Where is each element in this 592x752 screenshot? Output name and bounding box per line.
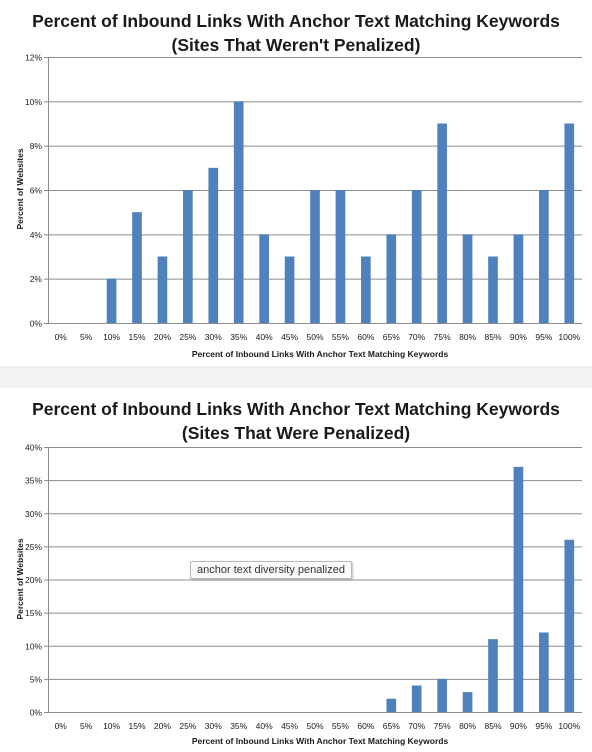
y-tick-label: 20% bbox=[25, 575, 42, 585]
bar bbox=[386, 234, 397, 323]
x-tick-label: 0% bbox=[55, 332, 68, 342]
y-tick-label: 5% bbox=[30, 674, 43, 684]
bar-chart-not-penalized: 0% 2% 4% 6% 8% 10% 12% 0% 5% 10% 15% 20% 25% 30% 35% 40… bbox=[25, 53, 582, 342]
bar bbox=[310, 190, 320, 323]
y-tick-label: 25% bbox=[25, 542, 42, 552]
x-tick-label: 65% bbox=[383, 721, 400, 731]
x-tick-label: 70% bbox=[408, 332, 425, 342]
x-tick-label: 55% bbox=[332, 332, 349, 342]
y-tick-label: 0% bbox=[30, 708, 43, 718]
y-tick-label: 10% bbox=[25, 97, 42, 107]
x-tick-label: 50% bbox=[306, 332, 323, 342]
y-tick-label: 12% bbox=[25, 53, 42, 63]
bar bbox=[513, 234, 524, 323]
bar bbox=[411, 190, 422, 323]
bar bbox=[233, 101, 244, 323]
chart-title-line-1: Percent of Inbound Links With Anchor Tex… bbox=[32, 399, 560, 419]
bar bbox=[437, 678, 447, 712]
bar bbox=[411, 685, 422, 712]
y-tick-label: 15% bbox=[25, 608, 42, 618]
x-tick-label: 15% bbox=[128, 332, 145, 342]
bar bbox=[386, 698, 397, 712]
chart-title-line-2: (Sites That Were Penalized) bbox=[181, 423, 411, 443]
x-tick-label: 5% bbox=[80, 721, 93, 731]
y-tick-label: 30% bbox=[25, 509, 42, 519]
bar bbox=[284, 256, 295, 323]
x-tick-label: 0% bbox=[55, 721, 68, 731]
x-tick-label: 15% bbox=[128, 721, 145, 731]
bar bbox=[539, 190, 549, 323]
x-tick-label: 45% bbox=[281, 332, 298, 342]
bar bbox=[462, 692, 473, 712]
x-tick-label: 80% bbox=[459, 332, 476, 342]
x-tick-label: 100% bbox=[558, 332, 580, 342]
x-tick-label: 90% bbox=[510, 332, 527, 342]
x-tick-label: 90% bbox=[510, 721, 527, 731]
x-tick-label: 100% bbox=[558, 721, 580, 731]
x-axis-label: Percent of Inbound Links With Anchor Tex… bbox=[191, 349, 449, 359]
x-tick-label: 60% bbox=[357, 721, 374, 731]
x-tick-label: 60% bbox=[357, 332, 374, 342]
y-tick-label: 0% bbox=[30, 319, 43, 329]
bar bbox=[132, 212, 142, 323]
x-tick-label: 25% bbox=[179, 332, 196, 342]
annotation-callout: anchor text diversity penalized bbox=[190, 561, 352, 579]
bar bbox=[183, 190, 193, 323]
x-tick-label: 20% bbox=[154, 721, 171, 731]
x-tick-label: 5% bbox=[80, 332, 93, 342]
x-tick-label: 50% bbox=[306, 721, 323, 731]
bar bbox=[539, 632, 549, 712]
x-tick-label: 95% bbox=[535, 721, 552, 731]
bar bbox=[564, 123, 575, 323]
chart-panel-penalized: Percent of Inbound Links With Anchor Tex… bbox=[0, 388, 592, 752]
x-tick-label: 40% bbox=[256, 332, 273, 342]
bar bbox=[564, 539, 575, 712]
bar bbox=[361, 256, 371, 323]
bar-chart-penalized: 0% 5% 10% 15% 20% 25% 30% 35% 40% 0% 5% 10% 15% 20% 25… bbox=[25, 443, 582, 731]
x-tick-label: 80% bbox=[459, 721, 476, 731]
x-tick-label: 85% bbox=[484, 721, 501, 731]
chart-title-line-2: (Sites That Weren't Penalized) bbox=[171, 35, 421, 55]
x-tick-label: 85% bbox=[484, 332, 501, 342]
x-tick-label: 95% bbox=[535, 332, 552, 342]
x-tick-label: 10% bbox=[103, 721, 120, 731]
x-tick-label: 20% bbox=[154, 332, 171, 342]
y-tick-label: 40% bbox=[25, 443, 42, 453]
x-tick-label: 45% bbox=[281, 721, 298, 731]
y-tick-label: 4% bbox=[30, 230, 43, 240]
x-tick-label: 30% bbox=[205, 332, 222, 342]
x-tick-label: 10% bbox=[103, 332, 120, 342]
y-tick-label: 10% bbox=[25, 641, 42, 651]
bar bbox=[488, 256, 498, 323]
bar bbox=[208, 167, 219, 323]
bar bbox=[462, 234, 473, 323]
x-tick-label: 35% bbox=[230, 332, 247, 342]
bar bbox=[259, 234, 269, 323]
bar bbox=[513, 466, 524, 712]
bar bbox=[106, 278, 117, 323]
bar bbox=[437, 123, 447, 323]
bar bbox=[335, 190, 346, 323]
x-tick-label: 70% bbox=[408, 721, 425, 731]
x-axis-label: Percent of Inbound Links With Anchor Tex… bbox=[191, 736, 449, 746]
x-tick-label: 75% bbox=[434, 332, 451, 342]
y-tick-label: 8% bbox=[30, 141, 43, 151]
x-tick-label: 75% bbox=[434, 721, 451, 731]
x-tick-label: 40% bbox=[256, 721, 273, 731]
bar bbox=[157, 256, 168, 323]
chart-panel-not-penalized: Percent of Inbound Links With Anchor Tex… bbox=[0, 0, 592, 366]
x-tick-label: 30% bbox=[205, 721, 222, 731]
x-tick-label: 55% bbox=[332, 721, 349, 731]
y-tick-label: 35% bbox=[25, 476, 42, 486]
y-tick-label: 6% bbox=[30, 186, 43, 196]
chart-title-line-1: Percent of Inbound Links With Anchor Tex… bbox=[32, 11, 560, 31]
bar bbox=[488, 639, 498, 712]
x-tick-label: 35% bbox=[230, 721, 247, 731]
y-tick-label: 2% bbox=[30, 274, 43, 284]
x-tick-label: 25% bbox=[179, 721, 196, 731]
x-tick-label: 65% bbox=[383, 332, 400, 342]
